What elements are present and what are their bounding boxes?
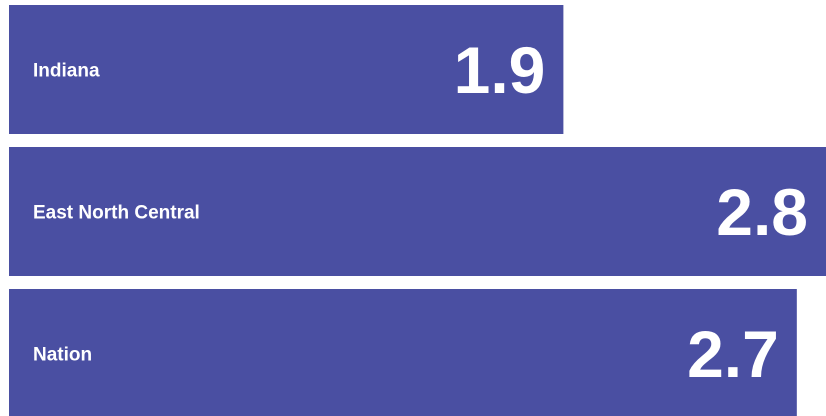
bar (9, 289, 797, 416)
bar-label: Nation (33, 345, 92, 366)
value-label: 2.8 (716, 175, 808, 249)
bar (9, 147, 826, 276)
value-label: 1.9 (454, 33, 546, 107)
bar-label: East North Central (33, 203, 200, 224)
bar-label: Indiana (33, 61, 100, 82)
value-label: 2.7 (687, 317, 779, 391)
bar (9, 5, 564, 134)
